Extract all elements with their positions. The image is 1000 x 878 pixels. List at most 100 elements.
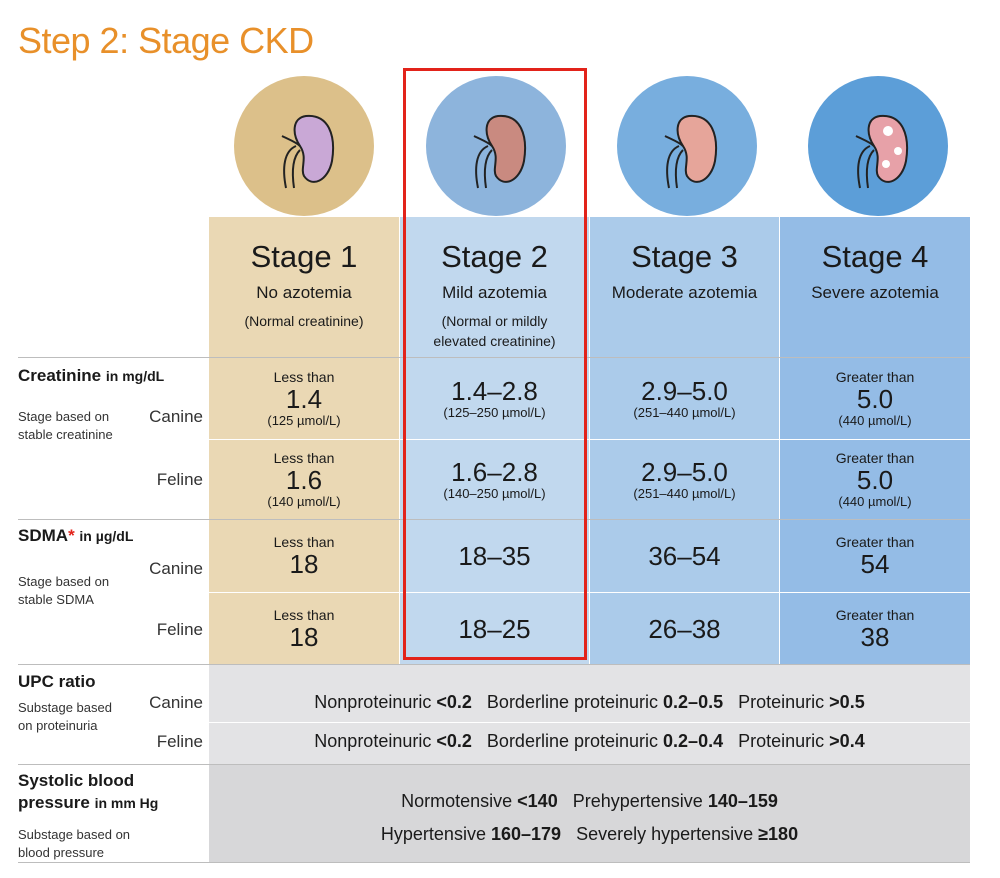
cell-prefix: Less than xyxy=(273,606,335,623)
cell-value: 1.6 xyxy=(285,464,323,495)
stage2-subtitle: Mild azotemia xyxy=(442,283,547,302)
upc-category: Nonproteinuric xyxy=(314,692,432,712)
stage3-subtitle: Moderate azotemia xyxy=(611,283,758,302)
row-divider xyxy=(209,439,970,440)
upc-feline-values: Nonproteinuric <0.2 Borderline proteinur… xyxy=(209,731,970,752)
creatinine-feline-label: Feline xyxy=(156,470,203,489)
stage2-header: Stage 2 Mild azotemia (Normal or mildly … xyxy=(400,217,589,357)
stage4-title: Stage 4 xyxy=(821,239,929,274)
cell-value: 18 xyxy=(289,621,319,652)
stage4-header: Stage 4 Severe azotemia xyxy=(780,217,970,357)
sdma-label: SDMA xyxy=(18,526,69,545)
creatinine-canine-stage4: Greater than 5.0 (440 µmol/L) xyxy=(780,358,970,439)
stage3-header: Stage 3 Moderate azotemia xyxy=(590,217,779,357)
cell-value: 2.9–5.0 xyxy=(641,375,728,406)
cell-prefix: Less than xyxy=(273,534,335,550)
stage1-note: (Normal creatinine) xyxy=(244,313,364,329)
cell-prefix: Greater than xyxy=(835,534,915,550)
cell-unit: (125 µmol/L) xyxy=(267,412,341,428)
page-title: Step 2: Stage CKD xyxy=(18,20,314,61)
creatinine-label: Creatinine xyxy=(18,366,102,385)
upc-category: Borderline proteinuric xyxy=(486,731,659,751)
creatinine-feline-stage4: Greater than 5.0 (440 µmol/L) xyxy=(780,440,970,519)
bp-unit: in mm Hg xyxy=(94,795,159,811)
sdma-canine-stage3: 36–54 xyxy=(590,520,779,592)
cell-unit: (251–440 µmol/L) xyxy=(633,485,736,501)
cell-value: 36–54 xyxy=(648,541,721,571)
sdma-row-label: SDMA* in µg/dL xyxy=(18,526,133,546)
stage2-title: Stage 2 xyxy=(441,239,548,274)
creatinine-feline-stage3: 2.9–5.0 (251–440 µmol/L) xyxy=(590,440,779,519)
stage4-column xyxy=(780,217,970,664)
creatinine-feline-stage1: Less than 1.6 (140 µmol/L) xyxy=(209,440,399,519)
stage2-highlight-box xyxy=(403,68,587,660)
kidney-stage2-illustration xyxy=(426,76,566,216)
row-divider xyxy=(18,764,970,765)
upc-canine-label: Canine xyxy=(149,693,203,712)
upc-canine-values: Nonproteinuric <0.2 Borderline proteinur… xyxy=(209,692,970,713)
kidney-stage3-illustration xyxy=(617,76,757,216)
sdma-feline-label: Feline xyxy=(156,620,203,639)
cell-value: 38 xyxy=(860,621,890,652)
creatinine-row-label: Creatinine in mg/dL xyxy=(18,366,164,386)
cell-value: 5.0 xyxy=(856,383,894,414)
creatinine-canine-stage3: 2.9–5.0 (251–440 µmol/L) xyxy=(590,358,779,439)
bp-category: Severely hypertensive xyxy=(576,824,754,844)
cell-unit: (140 µmol/L) xyxy=(267,493,341,509)
stage1-title: Stage 1 xyxy=(250,239,358,274)
sdma-feline-stage3: 26–38 xyxy=(590,593,779,664)
bp-line2-values: Hypertensive 160–179 Severely hypertensi… xyxy=(209,824,970,845)
sdma-note: Stage based on stable SDMA xyxy=(18,574,110,607)
bp-category: Prehypertensive xyxy=(572,791,703,811)
upc-threshold: 0.2–0.5 xyxy=(663,692,724,712)
cell-value: 18–25 xyxy=(458,613,531,644)
sdma-feline-stage2: 18–25 xyxy=(400,593,589,664)
upc-note: Substage based on proteinuria xyxy=(18,700,112,733)
cell-value: 5.0 xyxy=(856,464,894,495)
upc-category: Proteinuric xyxy=(738,692,825,712)
bp-note: Substage based on blood pressure xyxy=(18,827,131,860)
bp-threshold: 140–159 xyxy=(707,791,778,811)
cell-unit: (251–440 µmol/L) xyxy=(633,404,736,420)
sdma-footnote-star: * xyxy=(68,526,75,545)
bp-threshold: <140 xyxy=(517,791,558,811)
creatinine-note: Stage based on stable creatinine xyxy=(18,409,113,442)
cell-value: 26–38 xyxy=(648,613,721,644)
sdma-canine-stage1: Less than 18 xyxy=(209,520,399,592)
sdma-feline-stage1: Less than 18 xyxy=(209,593,399,664)
row-divider xyxy=(18,519,970,520)
creatinine-unit: in mg/dL xyxy=(105,368,165,384)
cell-unit: (125–250 µmol/L) xyxy=(443,404,546,420)
bp-row-label: Systolic blood pressure in mm Hg xyxy=(18,770,158,814)
bp-category: Normotensive xyxy=(401,791,513,811)
stage4-subtitle: Severe azotemia xyxy=(811,283,939,302)
sdma-canine-stage4: Greater than 54 xyxy=(780,520,970,592)
sdma-unit: in µg/dL xyxy=(79,528,134,544)
creatinine-canine-stage1: Less than 1.4 (125 µmol/L) xyxy=(209,358,399,439)
upc-threshold: <0.2 xyxy=(436,692,472,712)
cell-prefix: Less than xyxy=(273,449,335,466)
stage1-header: Stage 1 No azotemia (Normal creatinine) xyxy=(209,217,399,357)
row-divider xyxy=(209,592,970,593)
bp-line1-values: Normotensive <140 Prehypertensive 140–15… xyxy=(209,791,970,812)
upc-label: UPC ratio xyxy=(18,672,96,691)
cell-value: 1.4–2.8 xyxy=(451,375,538,406)
cell-prefix: Greater than xyxy=(835,606,915,623)
cell-value: 2.9–5.0 xyxy=(641,456,728,487)
row-divider xyxy=(18,357,970,358)
cell-prefix: Less than xyxy=(273,368,335,385)
upc-threshold: <0.2 xyxy=(436,731,472,751)
upc-background xyxy=(209,665,970,764)
row-divider xyxy=(18,862,970,863)
kidney-stage1-illustration xyxy=(234,76,374,216)
bp-label-line2: pressure xyxy=(18,793,90,812)
upc-feline-label: Feline xyxy=(156,732,203,751)
upc-threshold: 0.2–0.4 xyxy=(663,731,724,751)
cell-value: 1.6–2.8 xyxy=(451,456,538,487)
cell-prefix: Greater than xyxy=(835,449,915,466)
creatinine-canine-label: Canine xyxy=(149,407,203,426)
creatinine-feline-stage2: 1.6–2.8 (140–250 µmol/L) xyxy=(400,440,589,519)
stage2-note: (Normal or mildly elevated creatinine) xyxy=(433,313,556,349)
sdma-canine-label: Canine xyxy=(149,559,203,578)
creatinine-canine-stage2: 1.4–2.8 (125–250 µmol/L) xyxy=(400,358,589,439)
